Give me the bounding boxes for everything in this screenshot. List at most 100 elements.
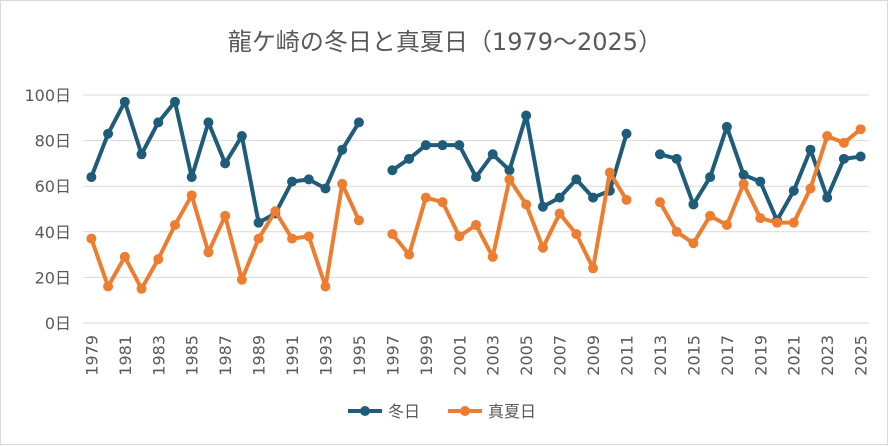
data-point: [236, 131, 247, 142]
data-point: [186, 172, 197, 183]
x-tick-label: 2025: [852, 335, 871, 376]
data-point: [437, 140, 448, 151]
y-tick-label: 60日: [35, 177, 71, 196]
data-point: [387, 229, 398, 240]
data-point: [521, 199, 532, 210]
data-point: [487, 251, 498, 262]
data-point: [705, 172, 716, 183]
x-tick-label: 2011: [618, 335, 637, 376]
data-point: [454, 231, 465, 242]
data-point: [822, 192, 833, 203]
data-point: [169, 96, 180, 107]
data-point: [537, 242, 548, 253]
legend-item-0: 冬日: [348, 402, 420, 421]
data-point: [471, 219, 481, 230]
series: [86, 96, 866, 294]
data-point: [153, 117, 164, 128]
x-tick-label: 2015: [684, 335, 703, 376]
data-point: [537, 201, 548, 212]
chart-title: 龍ケ崎の冬日と真夏日（1979～2025）: [228, 28, 662, 56]
data-point: [119, 251, 130, 262]
data-point: [86, 233, 97, 244]
data-point: [220, 210, 231, 221]
x-tick-label: 2023: [818, 335, 837, 376]
data-point: [688, 238, 699, 249]
data-point: [838, 137, 849, 148]
x-tick-label: 2013: [651, 335, 670, 376]
x-tick-label: 1985: [183, 335, 202, 376]
data-point: [721, 219, 732, 230]
data-point: [253, 233, 264, 244]
x-tick-label: 2003: [484, 335, 503, 376]
x-tick-label: 2017: [718, 335, 737, 376]
data-point: [353, 215, 364, 226]
data-point: [504, 165, 515, 176]
data-point: [671, 226, 682, 237]
data-point: [203, 117, 214, 128]
data-point: [337, 144, 348, 155]
data-point: [220, 158, 231, 169]
x-tick-label: 1979: [82, 335, 101, 376]
data-point: [454, 140, 465, 151]
data-point: [303, 174, 314, 185]
data-point: [203, 247, 214, 258]
data-point: [621, 194, 632, 205]
x-tick-label: 1981: [116, 335, 135, 376]
x-tick-label: 2005: [517, 335, 536, 376]
y-tick-label: 20日: [35, 268, 71, 287]
data-point: [604, 167, 615, 178]
data-point: [738, 178, 749, 189]
data-point: [186, 190, 197, 201]
legend-label: 真夏日: [488, 402, 536, 421]
y-axis-ticks: 0日 20日 40日 60日 80日 100日: [24, 86, 71, 333]
x-tick-label: 1997: [383, 335, 402, 376]
x-tick-label: 1993: [316, 335, 335, 376]
x-tick-label: 2001: [450, 335, 469, 376]
data-point: [621, 128, 632, 139]
data-point: [855, 151, 866, 162]
legend-marker: [360, 406, 370, 416]
x-tick-label: 2019: [751, 335, 770, 376]
data-point: [755, 213, 766, 224]
data-point: [136, 283, 147, 294]
data-point: [772, 217, 783, 228]
data-point: [471, 172, 481, 183]
data-point: [404, 153, 415, 164]
data-point: [571, 229, 582, 240]
data-point: [487, 149, 498, 160]
y-tick-label: 40日: [35, 223, 71, 242]
data-point: [303, 231, 314, 242]
legend: 冬日 真夏日: [348, 402, 536, 421]
x-tick-label: 1991: [283, 335, 302, 376]
data-point: [287, 176, 298, 187]
x-tick-label: 1989: [250, 335, 269, 376]
y-tick-label: 100日: [24, 86, 71, 105]
data-point: [805, 144, 816, 155]
data-point: [103, 281, 114, 292]
data-point: [353, 117, 364, 128]
data-point: [788, 185, 799, 196]
legend-marker: [460, 406, 470, 416]
x-tick-label: 2009: [584, 335, 603, 376]
data-point: [721, 121, 732, 132]
series-1: [86, 124, 866, 294]
data-point: [705, 210, 716, 221]
x-tick-label: 2007: [551, 335, 570, 376]
data-point: [103, 128, 114, 139]
data-point: [287, 233, 298, 244]
series-0: [86, 96, 866, 228]
data-point: [337, 178, 348, 189]
data-point: [420, 192, 431, 203]
data-point: [688, 199, 699, 210]
data-point: [387, 165, 398, 176]
data-point: [270, 206, 281, 217]
data-point: [855, 124, 866, 135]
data-point: [236, 274, 247, 285]
data-point: [738, 169, 749, 180]
x-tick-label: 1995: [350, 335, 369, 376]
data-point: [320, 281, 331, 292]
data-point: [822, 131, 833, 142]
data-point: [588, 192, 599, 203]
